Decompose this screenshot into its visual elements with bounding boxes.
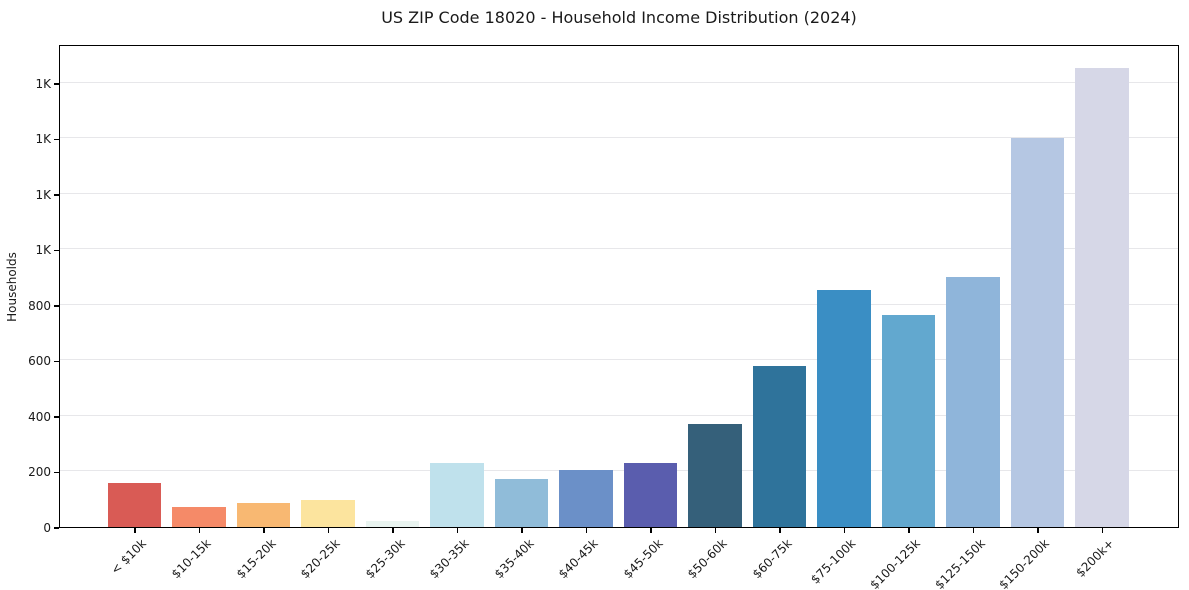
x-tick-mark	[327, 528, 330, 533]
x-tick-mark	[392, 528, 394, 533]
x-tick-mark	[908, 528, 910, 533]
bar-$35-40k	[494, 479, 549, 527]
y-tick-mark	[54, 194, 59, 196]
y-tick-mark	[54, 360, 59, 363]
x-tick-label: $40-45k	[555, 536, 601, 582]
bar-< $10k	[107, 482, 162, 527]
bar-$100-125k	[881, 314, 936, 527]
bar-$10-15k	[172, 507, 226, 527]
y-tick-label: 0	[43, 521, 51, 535]
x-tick-label: $10-15k	[168, 536, 214, 582]
bar-$60-75k	[752, 366, 807, 527]
x-tick-mark	[263, 528, 265, 533]
y-tick-mark	[54, 527, 59, 529]
bar-$150-200k	[1010, 138, 1065, 527]
bar-$45-50k	[623, 463, 678, 527]
y-tick-mark	[54, 416, 59, 418]
x-tick-mark	[650, 528, 652, 533]
x-tick-label: $50-60k	[684, 536, 730, 582]
x-tick-mark	[456, 528, 459, 533]
y-tick-label: 1K	[35, 132, 51, 147]
gridline-y1600	[60, 81, 1178, 83]
x-tick-mark	[714, 528, 717, 533]
bar-$20-25k	[301, 500, 355, 527]
gridline-y200	[60, 470, 1178, 472]
x-tick-mark	[585, 528, 588, 533]
y-tick-label: 1K	[35, 243, 51, 258]
x-tick-mark	[779, 528, 781, 533]
bar-$125-150k	[946, 277, 1000, 527]
bar-$40-45k	[559, 469, 613, 527]
x-tick-mark	[972, 528, 975, 533]
x-tick-mark	[198, 528, 201, 533]
gridline-y1400	[60, 137, 1178, 139]
x-tick-label: $125-150k	[932, 536, 988, 590]
gridline-y600	[60, 359, 1178, 361]
gridline-y1000	[60, 248, 1178, 250]
x-tick-mark	[843, 528, 846, 533]
y-tick-label: 800	[28, 298, 51, 313]
chart-title: US ZIP Code 18020 - Household Income Dis…	[381, 8, 857, 27]
y-tick-label: 600	[28, 354, 51, 369]
bar-$200k+	[1075, 67, 1129, 527]
gridline-y1200	[60, 192, 1178, 194]
x-tick-label: $15-20k	[233, 536, 279, 582]
x-tick-label: $60-75k	[749, 536, 795, 582]
gridline-y800	[60, 303, 1178, 305]
x-tick-label: $200k+	[1073, 536, 1117, 580]
y-tick-mark	[54, 138, 59, 141]
gridline-y400	[60, 414, 1178, 416]
y-tick-label: 1K	[35, 187, 51, 202]
y-tick-label: 1K	[35, 76, 51, 91]
x-tick-label: $75-100k	[808, 536, 859, 587]
x-tick-label: $35-40k	[491, 536, 537, 582]
plot-area	[59, 45, 1179, 528]
x-tick-mark	[1101, 528, 1104, 533]
x-tick-label: $20-25k	[297, 536, 343, 582]
bar-$50-60k	[688, 424, 742, 527]
x-tick-label: $25-30k	[362, 536, 408, 582]
bar-$75-100k	[817, 289, 871, 527]
y-tick-mark	[54, 83, 59, 85]
y-tick-mark	[54, 249, 59, 252]
x-tick-mark	[521, 528, 523, 533]
y-tick-mark	[54, 471, 59, 474]
x-tick-mark	[1037, 528, 1039, 533]
x-tick-label: $150-200k	[996, 536, 1053, 590]
y-tick-label: 400	[28, 409, 51, 424]
y-tick-mark	[54, 305, 59, 307]
x-tick-label: < $10k	[108, 536, 150, 578]
bar-$15-20k	[236, 502, 291, 527]
x-tick-label: $100-125k	[867, 536, 924, 590]
y-tick-label: 200	[28, 465, 51, 480]
x-tick-label: $45-50k	[620, 536, 666, 582]
bar-$25-30k	[365, 520, 420, 527]
x-tick-label: $30-35k	[426, 536, 472, 582]
bar-$30-35k	[430, 463, 484, 527]
x-tick-mark	[134, 528, 136, 533]
